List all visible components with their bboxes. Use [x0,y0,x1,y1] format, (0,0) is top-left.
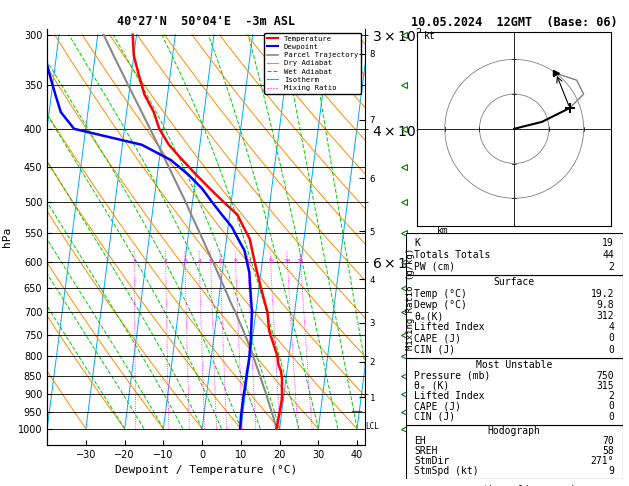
Text: StmDir: StmDir [415,456,450,466]
Text: CIN (J): CIN (J) [415,412,455,421]
Text: 20: 20 [284,259,291,264]
Text: Lifted Index: Lifted Index [415,391,485,401]
Text: Pressure (mb): Pressure (mb) [415,371,491,381]
Text: CAPE (J): CAPE (J) [415,333,462,344]
Text: 4: 4 [198,259,201,264]
Text: 19.2: 19.2 [591,289,614,299]
Text: 2: 2 [608,391,614,401]
Text: 58: 58 [603,446,614,456]
Title: 40°27'N  50°04'E  -3m ASL: 40°27'N 50°04'E -3m ASL [117,15,295,28]
Text: Surface: Surface [494,277,535,287]
Text: Most Unstable: Most Unstable [476,360,552,369]
Text: 3: 3 [183,259,187,264]
Text: 8: 8 [233,259,237,264]
Text: StmSpd (kt): StmSpd (kt) [415,466,479,476]
Text: 1: 1 [133,259,136,264]
Text: 4: 4 [608,322,614,332]
Text: CIN (J): CIN (J) [415,345,455,355]
Text: 9.8: 9.8 [596,300,614,310]
Text: 2: 2 [164,259,167,264]
Text: 2: 2 [608,261,614,272]
Text: Mixing Ratio (g/kg): Mixing Ratio (g/kg) [406,248,415,350]
Text: 44: 44 [603,250,614,260]
Text: 0: 0 [608,345,614,355]
Text: 19: 19 [603,238,614,248]
Text: θₑ (K): θₑ (K) [415,381,450,391]
Text: θₑ(K): θₑ(K) [415,311,444,321]
Text: PW (cm): PW (cm) [415,261,455,272]
Text: 315: 315 [596,381,614,391]
Text: 9: 9 [608,466,614,476]
Text: 312: 312 [596,311,614,321]
Text: 10: 10 [244,259,252,264]
Text: 70: 70 [603,436,614,447]
Text: Hodograph: Hodograph [487,426,541,435]
X-axis label: Dewpoint / Temperature (°C): Dewpoint / Temperature (°C) [115,465,297,475]
Bar [406,359,623,425]
Text: EH: EH [415,436,426,447]
Text: 750: 750 [596,371,614,381]
Text: 5: 5 [209,259,213,264]
Text: 271°: 271° [591,456,614,466]
Text: LCL: LCL [365,422,379,431]
Text: 6: 6 [218,259,222,264]
Y-axis label: hPa: hPa [3,227,12,247]
Bar [406,275,623,359]
Text: © weatheronline.co.uk: © weatheronline.co.uk [452,485,576,486]
Text: K: K [415,238,420,248]
Text: 0: 0 [608,333,614,344]
Text: 25: 25 [297,259,304,264]
Text: 10.05.2024  12GMT  (Base: 06): 10.05.2024 12GMT (Base: 06) [411,16,618,29]
Text: 0: 0 [608,412,614,421]
Text: Lifted Index: Lifted Index [415,322,485,332]
Y-axis label: km
ASL: km ASL [434,226,452,248]
Text: CAPE (J): CAPE (J) [415,401,462,411]
Text: Totals Totals: Totals Totals [415,250,491,260]
Text: 15: 15 [267,259,274,264]
Text: Dewp (°C): Dewp (°C) [415,300,467,310]
Bar [406,425,623,479]
Bar [406,233,623,275]
Text: 0: 0 [608,401,614,411]
Text: Temp (°C): Temp (°C) [415,289,467,299]
Text: kt: kt [424,31,436,40]
Text: SREH: SREH [415,446,438,456]
Legend: Temperature, Dewpoint, Parcel Trajectory, Dry Adiabat, Wet Adiabat, Isotherm, Mi: Temperature, Dewpoint, Parcel Trajectory… [264,33,361,94]
